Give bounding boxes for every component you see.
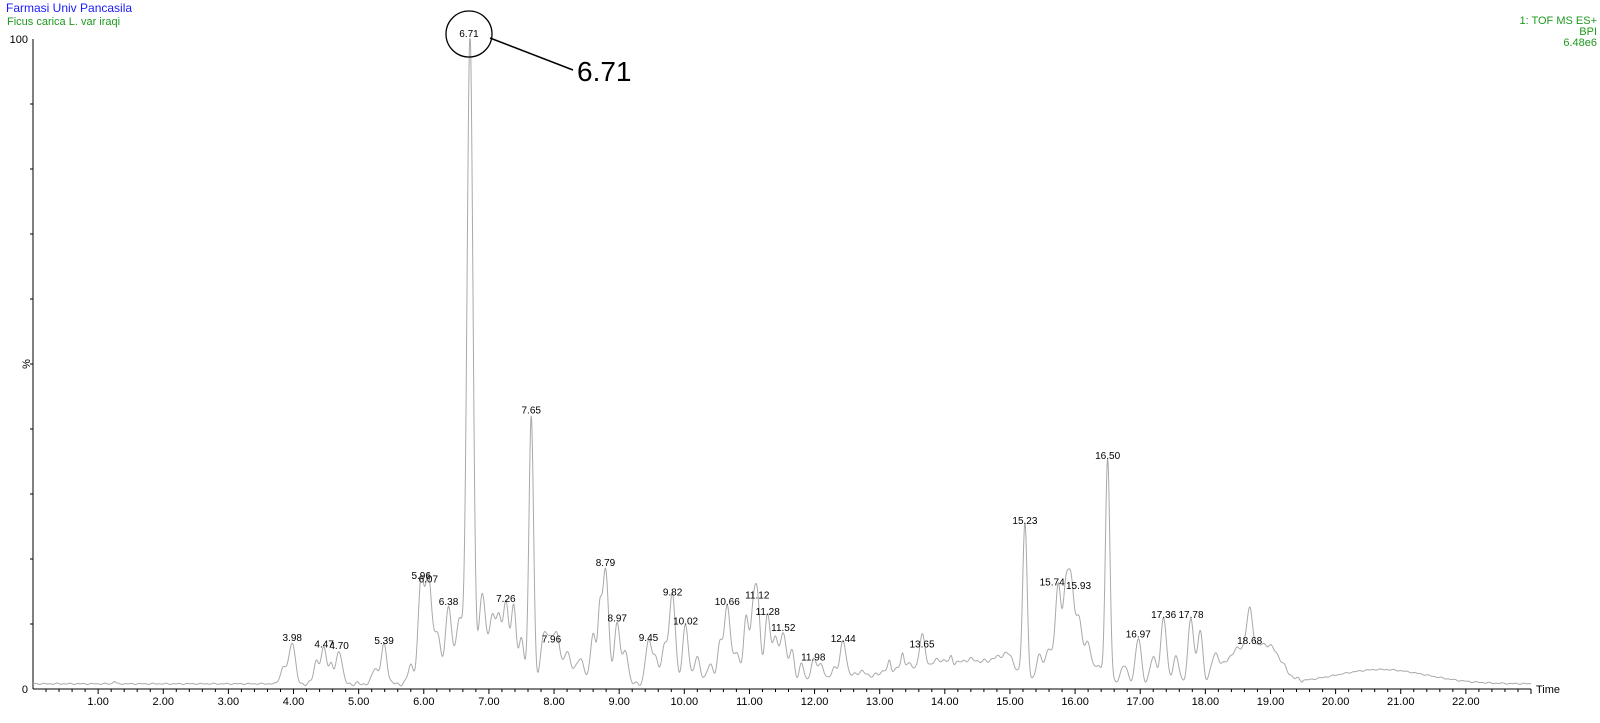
peak-label: 5.39 — [374, 636, 394, 647]
callout-line — [489, 37, 574, 71]
peak-label: 15.74 — [1040, 578, 1065, 589]
peak-label: 17.36 — [1151, 610, 1176, 621]
peak-label: 6.07 — [419, 574, 439, 585]
peak-label: 17.78 — [1179, 610, 1204, 621]
peak-label: 7.65 — [522, 405, 542, 416]
x-tick-label: 14.00 — [931, 696, 959, 708]
peak-label: 11.28 — [756, 607, 781, 618]
peak-label: 13.65 — [910, 639, 935, 650]
peak-label: 11.52 — [771, 623, 796, 634]
x-tick-label: 19.00 — [1257, 696, 1285, 708]
highlight-circle — [445, 10, 493, 58]
axes: 1.00 2.00 3.00 4.00 5.00 6.00 7.00 8.00 9.00 10.0… — [10, 34, 1560, 708]
peak-label: 7.96 — [542, 635, 562, 646]
x-tick-label: 6.00 — [413, 696, 434, 708]
peak-label: 15.23 — [1012, 516, 1037, 527]
detector-info: 1: TOF MS ES+ BPI 6.48e6 — [1519, 16, 1597, 49]
trace-layer — [32, 38, 1532, 687]
y-axis-label: % — [21, 359, 33, 369]
peak-label: 11.98 — [801, 652, 826, 663]
peak-label: 8.97 — [607, 613, 627, 624]
x-tick-label: 21.00 — [1387, 696, 1415, 708]
peak-label: 5.96 — [411, 571, 431, 582]
x-tick-label: 22.00 — [1452, 696, 1480, 708]
x-tick-label: 15.00 — [996, 696, 1024, 708]
peak-label: 8.79 — [596, 558, 616, 569]
peak-label: 9.45 — [639, 633, 659, 644]
trace-type: BPI — [1579, 26, 1597, 38]
x-tick-label: 3.00 — [218, 696, 239, 708]
main-peak-label: 6.71 — [459, 29, 479, 40]
y-tick-label: 100 — [10, 34, 28, 46]
x-tick-label: 20.00 — [1322, 696, 1350, 708]
max-intensity: 6.48e6 — [1563, 37, 1597, 49]
peak-label: 4.70 — [329, 641, 349, 652]
x-tick-label: 2.00 — [153, 696, 174, 708]
x-axis-label: Time — [1536, 684, 1560, 696]
peak-label: 3.98 — [282, 633, 302, 644]
x-tick-label: 9.00 — [608, 696, 629, 708]
peak-label: 10.66 — [715, 597, 740, 608]
peak-label: 18.68 — [1237, 636, 1262, 647]
x-tick-label: 18.00 — [1192, 696, 1220, 708]
sample-name: Ficus carica L. var iraqi — [7, 16, 121, 28]
peak-label: 16.50 — [1095, 451, 1120, 462]
x-tick-label: 12.00 — [801, 696, 829, 708]
y-tick-label: 0 — [22, 684, 28, 696]
x-tick-label: 1.00 — [87, 696, 108, 708]
x-tick-label: 16.00 — [1061, 696, 1089, 708]
peak-labels: 3.98 4.474.70 5.39 5.966.07 6.38 7.26 7.65 7.96… — [282, 405, 1262, 663]
peak-label: 4.47 — [314, 639, 334, 650]
x-tick-label: 17.00 — [1126, 696, 1154, 708]
peak-label: 15.93 — [1066, 581, 1091, 592]
peak-label: 7.26 — [496, 594, 516, 605]
x-tick-label: 8.00 — [543, 696, 564, 708]
annotation-layer: 6.71 6.71 — [445, 10, 632, 87]
x-tick-label: 7.00 — [478, 696, 499, 708]
bpi-trace — [32, 38, 1532, 687]
peak-label: 6.38 — [439, 597, 459, 608]
peak-label: 11.12 — [745, 591, 770, 602]
x-tick-label: 10.00 — [671, 696, 699, 708]
peak-label: 16.97 — [1126, 630, 1151, 641]
x-tick-label: 13.00 — [866, 696, 894, 708]
peak-label: 9.82 — [663, 587, 683, 598]
chromatogram-title: Farmasi Univ Pancasila — [6, 1, 133, 15]
peak-label: 10.02 — [673, 617, 698, 628]
x-tick-label: 4.00 — [283, 696, 304, 708]
peak-label: 12.44 — [831, 634, 856, 645]
x-tick-label: 5.00 — [348, 696, 369, 708]
detector-mode: 1: TOF MS ES+ — [1519, 15, 1597, 27]
x-tick-label: 11.00 — [736, 696, 763, 708]
callout-label: 6.71 — [577, 56, 632, 87]
